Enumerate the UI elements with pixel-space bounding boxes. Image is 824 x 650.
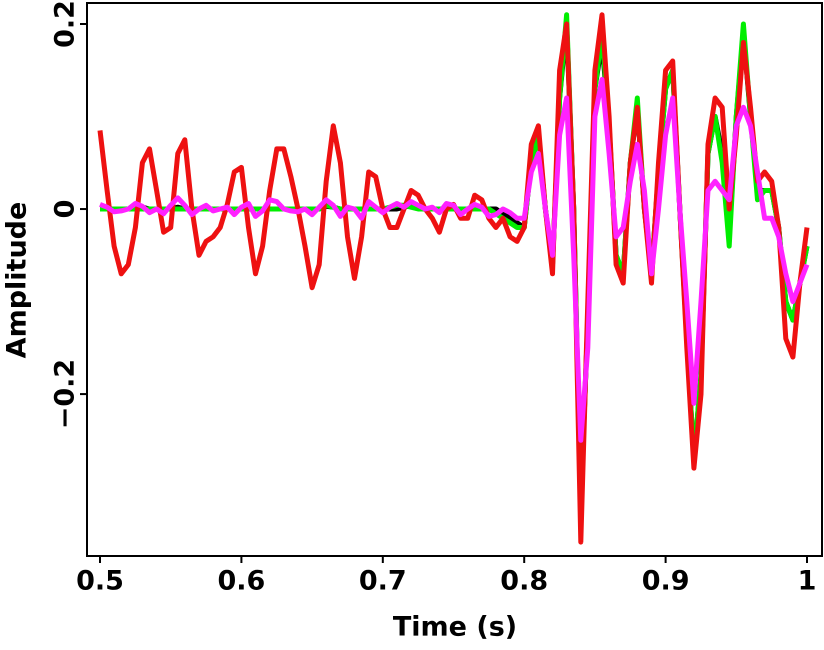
plot-frame bbox=[86, 2, 823, 557]
y-tick-label: −0.2 bbox=[50, 359, 81, 429]
y-axis-label: Amplitude bbox=[2, 202, 33, 359]
x-tick-label: 0.5 bbox=[76, 566, 124, 597]
series-line bbox=[100, 12, 810, 508]
x-tick-label: 1 bbox=[798, 566, 817, 597]
x-axis-label: Time (s) bbox=[393, 612, 517, 643]
y-tick-label: 0.2 bbox=[50, 0, 81, 48]
x-tick-label: 0.9 bbox=[642, 566, 690, 597]
x-tick-label: 0.7 bbox=[359, 566, 407, 597]
series-line bbox=[99, 77, 810, 443]
y-tick-label: 0 bbox=[50, 200, 81, 219]
x-tick-label: 0.6 bbox=[217, 566, 265, 597]
x-tick-label: 0.8 bbox=[500, 566, 548, 597]
